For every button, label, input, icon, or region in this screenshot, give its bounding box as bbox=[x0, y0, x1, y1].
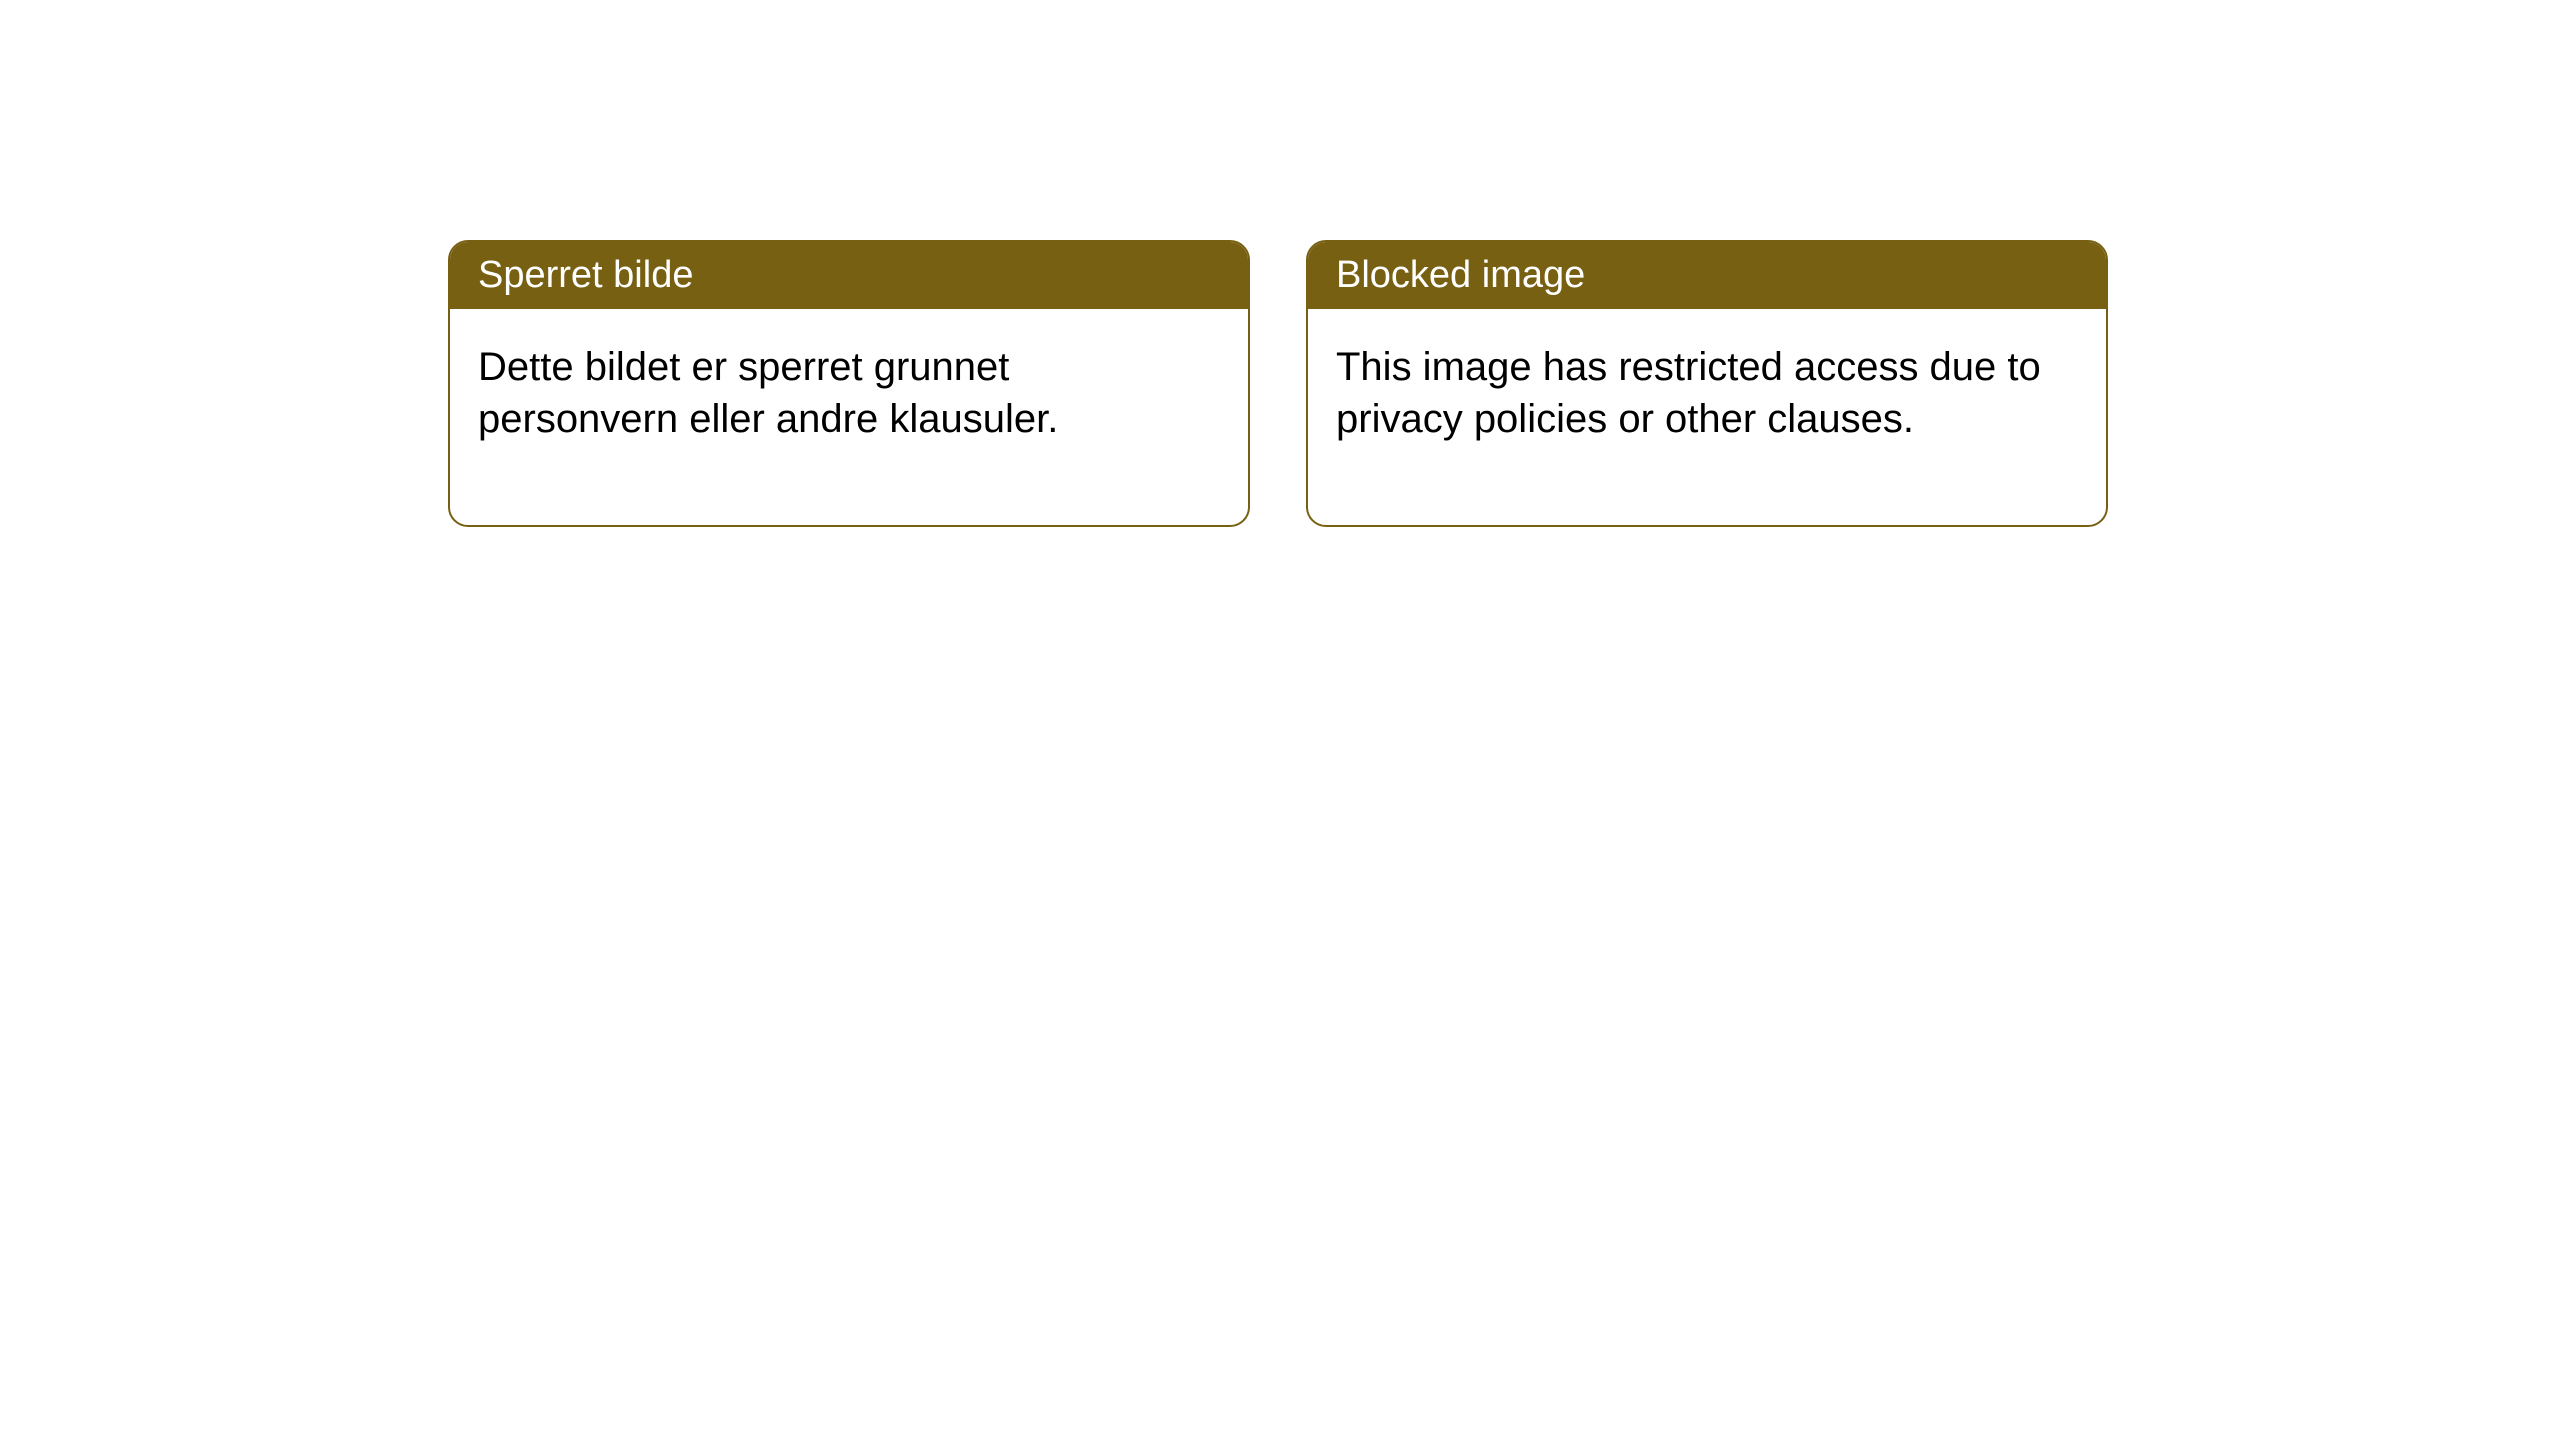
cards-container: Sperret bilde Dette bildet er sperret gr… bbox=[0, 0, 2560, 527]
card-header: Sperret bilde bbox=[450, 242, 1248, 309]
card-header: Blocked image bbox=[1308, 242, 2106, 309]
card-body: Dette bildet er sperret grunnet personve… bbox=[450, 309, 1248, 525]
card-body: This image has restricted access due to … bbox=[1308, 309, 2106, 525]
blocked-image-card-no: Sperret bilde Dette bildet er sperret gr… bbox=[448, 240, 1250, 527]
blocked-image-card-en: Blocked image This image has restricted … bbox=[1306, 240, 2108, 527]
